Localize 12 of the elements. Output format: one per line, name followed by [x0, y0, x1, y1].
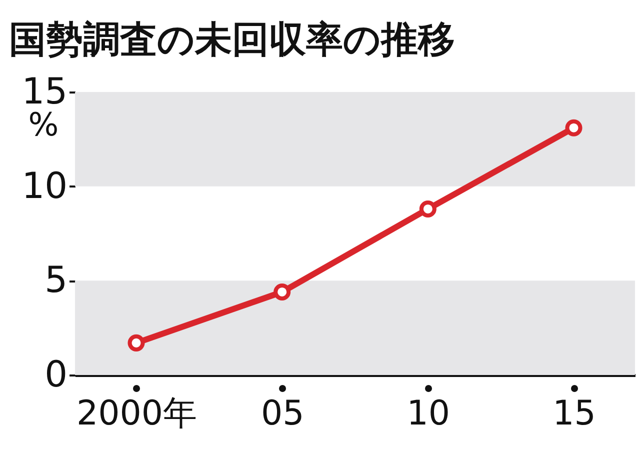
y-tick-label: 0 [44, 354, 68, 396]
chart-title: 国勢調査の未回収率の推移 [9, 18, 456, 61]
x-tick-label: 15 [552, 394, 596, 434]
point [565, 119, 582, 136]
point [274, 283, 291, 300]
y-tick-label: 10 [22, 166, 68, 207]
point [419, 200, 436, 218]
point [128, 334, 145, 352]
x-tick-label: 10 [406, 394, 450, 434]
x-tick-label: 2000年 [76, 394, 198, 434]
y-tick-label: 5 [44, 260, 68, 302]
x-tick-label: 05 [260, 394, 304, 434]
